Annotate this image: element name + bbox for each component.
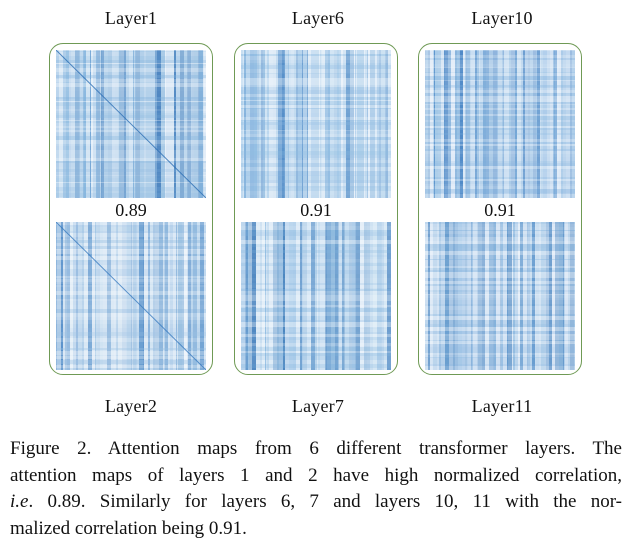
attention-pair-panel-2: 0.91: [234, 43, 398, 375]
correlation-value-2: 0.91: [300, 200, 332, 220]
caption-line-3-rest: . 0.89. Similarly for layers 6, 7 and la…: [28, 491, 622, 512]
layer-label-top-2: Layer6: [291, 8, 345, 28]
attention-map-layer6: [241, 50, 391, 198]
attention-map-layer7: [241, 222, 391, 370]
caption-line-2: attention maps of layers 1 and 2 have hi…: [10, 464, 622, 486]
attention-pair-panel-3: 0.91: [418, 43, 582, 375]
layer-label-bottom-2: Layer7: [291, 396, 345, 416]
correlation-value-1: 0.89: [115, 200, 147, 220]
figure-caption: Figure 2. Attention maps from 6 differen…: [10, 436, 622, 542]
attention-map-layer11: [425, 222, 575, 370]
caption-line-4: malized correlation being 0.91.: [10, 517, 247, 539]
layer-label-bottom-3: Layer11: [471, 396, 533, 416]
layer-label-bottom-1: Layer2: [104, 396, 158, 416]
attention-map-layer1: [56, 50, 206, 198]
caption-line-1: Figure 2. Attention maps from 6 differen…: [10, 438, 622, 459]
layer-label-top-1: Layer1: [104, 8, 158, 28]
layer-label-top-3: Layer10: [471, 8, 533, 28]
attention-map-layer10: [425, 50, 575, 198]
caption-ie-italic: i.e: [10, 491, 29, 512]
attention-maps-figure: Layer1 0.89 Layer2 Layer6 0.91 Layer7 La…: [49, 8, 582, 416]
caption-line-3: i.e. 0.89. Similarly for layers 6, 7 and…: [10, 489, 622, 516]
attention-map-layer2: [56, 222, 206, 370]
correlation-value-3: 0.91: [484, 200, 516, 220]
attention-pair-panel-1: 0.89: [49, 43, 213, 375]
